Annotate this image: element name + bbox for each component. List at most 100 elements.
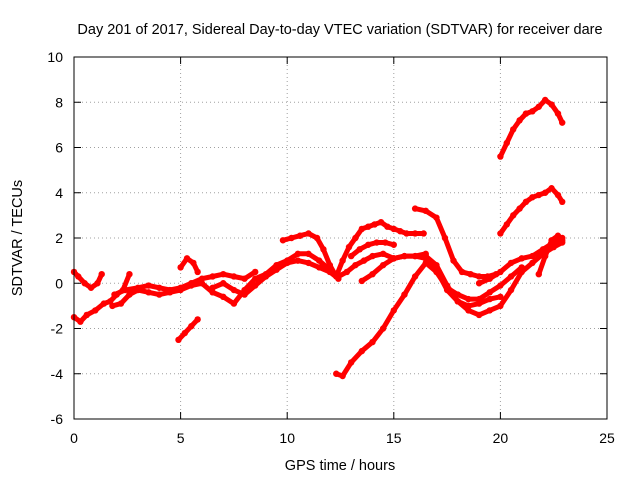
data-point (373, 239, 380, 246)
data-point (507, 286, 515, 294)
data-point (252, 268, 259, 276)
data-point (411, 273, 419, 280)
data-point (156, 291, 163, 298)
data-point (294, 257, 302, 264)
y-axis-label: SDTVAR / TECUs (10, 180, 26, 296)
data-point (230, 286, 238, 294)
data-point (360, 257, 368, 264)
data-point (443, 282, 451, 289)
x-tick-label: 15 (386, 430, 402, 446)
data-point (134, 284, 142, 291)
data-point (441, 234, 449, 242)
data-point (365, 241, 372, 248)
data-point (509, 212, 517, 219)
data-point (347, 252, 355, 260)
data-point (220, 271, 227, 278)
y-tick-label: -6 (51, 411, 64, 427)
data-point (384, 223, 391, 230)
data-point (333, 370, 340, 377)
data-point (98, 271, 105, 278)
data-point (507, 273, 515, 280)
data-point (422, 252, 429, 260)
data-point (296, 232, 304, 239)
data-point (313, 234, 321, 242)
data-point (117, 300, 125, 307)
data-point (377, 218, 385, 226)
x-tick-label: 5 (177, 430, 185, 446)
data-point (273, 266, 280, 273)
data-point (486, 295, 493, 303)
data-point (220, 280, 227, 287)
data-point (352, 234, 359, 242)
data-point (190, 259, 197, 267)
data-point (333, 273, 340, 280)
data-point (284, 259, 291, 267)
data-point (420, 230, 427, 237)
data-point (358, 277, 366, 285)
data-point (390, 241, 397, 248)
x-tick-label: 0 (70, 430, 78, 446)
data-point (252, 275, 259, 282)
data-point (554, 232, 562, 239)
data-point (467, 271, 474, 278)
plot-area (70, 96, 566, 380)
data-point (156, 284, 163, 291)
data-point (198, 275, 206, 282)
data-point (401, 252, 408, 260)
data-point (486, 307, 493, 314)
data-point (126, 291, 133, 298)
data-point (411, 205, 419, 212)
data-point (450, 257, 457, 264)
data-point (503, 221, 510, 228)
data-point (518, 255, 525, 262)
data-point (181, 329, 189, 337)
data-point (401, 291, 408, 298)
data-point (177, 284, 184, 291)
data-point (315, 257, 323, 264)
data-point (522, 110, 530, 117)
data-point (541, 96, 549, 104)
data-point (315, 264, 323, 271)
data-point (497, 282, 504, 289)
data-point (529, 259, 536, 267)
data-point (497, 293, 504, 301)
data-point (75, 273, 82, 280)
data-point (433, 261, 440, 269)
y-tick-label: -4 (51, 366, 64, 382)
data-point (347, 359, 355, 366)
data-point (279, 237, 287, 244)
y-tick-label: 4 (55, 185, 63, 201)
data-point (194, 316, 201, 323)
data-point (209, 273, 216, 280)
data-point (94, 280, 101, 287)
data-point (458, 268, 466, 276)
data-point (529, 252, 536, 260)
y-tick-label: 10 (47, 49, 63, 65)
data-point (175, 336, 182, 344)
data-point (166, 286, 174, 294)
data-point (529, 194, 536, 201)
data-point (92, 307, 99, 314)
data-point (188, 323, 195, 330)
y-tick-label: 8 (55, 94, 63, 110)
data-point (356, 246, 363, 253)
data-point (188, 280, 195, 287)
data-point (230, 300, 238, 307)
data-point (541, 252, 549, 260)
data-point (241, 275, 248, 282)
data-point (390, 255, 397, 262)
data-point (559, 198, 566, 205)
data-point (548, 237, 555, 244)
data-point (379, 250, 387, 258)
data-point (503, 139, 510, 147)
data-point (87, 284, 95, 291)
data-point (390, 307, 397, 314)
data-point (320, 246, 327, 253)
data-point (379, 325, 387, 332)
data-point (390, 225, 397, 233)
data-point (535, 271, 542, 278)
data-point (305, 259, 312, 267)
data-point (183, 255, 191, 262)
data-point (121, 286, 129, 294)
data-point (548, 101, 555, 108)
